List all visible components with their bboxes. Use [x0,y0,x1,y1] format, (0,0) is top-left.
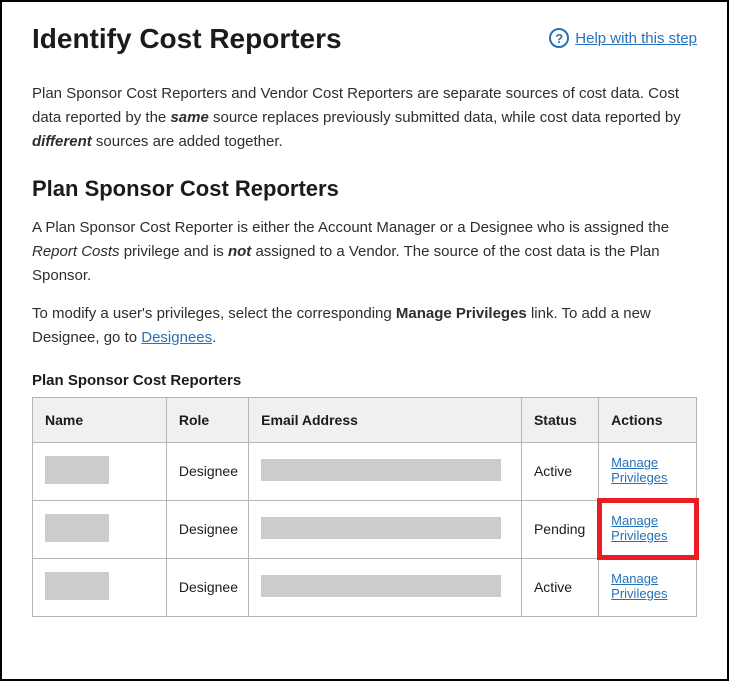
cell-role: Designee [166,558,248,616]
intro-paragraph: Plan Sponsor Cost Reporters and Vendor C… [32,82,697,154]
table-row: Designee Pending Manage Privileges [33,500,697,558]
table-row: Designee Active Manage Privileges [33,442,697,500]
col-name: Name [33,397,167,442]
table-body: Designee Active Manage Privileges Design… [33,442,697,616]
p2-not: not [228,243,251,260]
section-paragraph-1: A Plan Sponsor Cost Reporter is either t… [32,216,697,288]
cell-status: Active [521,442,598,500]
redacted-name [45,456,109,484]
cell-status: Active [521,558,598,616]
manage-privileges-link[interactable]: Manage Privileges [611,456,684,486]
cell-status: Pending [521,500,598,558]
cost-reporters-table: Name Role Email Address Status Actions D… [32,397,697,617]
redacted-name [45,514,109,542]
col-actions: Actions [599,397,697,442]
help-link-text[interactable]: Help with this step [575,30,697,47]
intro-same: same [170,109,208,126]
cell-role: Designee [166,442,248,500]
table-row: Designee Active Manage Privileges [33,558,697,616]
p3-manage-privileges: Manage Privileges [396,305,527,322]
p2-privilege: Report Costs [32,243,120,260]
help-icon: ? [549,28,569,48]
cell-actions: Manage Privileges [599,442,697,500]
table-header-row: Name Role Email Address Status Actions [33,397,697,442]
col-role: Role [166,397,248,442]
col-email: Email Address [249,397,522,442]
help-with-step-link[interactable]: ? Help with this step [549,28,697,48]
redacted-name [45,572,109,600]
cell-email [249,442,522,500]
page-container: Identify Cost Reporters ? Help with this… [0,0,729,681]
section-heading: Plan Sponsor Cost Reporters [32,176,697,202]
header-row: Identify Cost Reporters ? Help with this… [32,22,697,56]
redacted-email [261,517,501,539]
col-status: Status [521,397,598,442]
designees-link[interactable]: Designees [141,329,212,346]
cell-name [33,442,167,500]
table-title: Plan Sponsor Cost Reporters [32,372,697,389]
cell-role: Designee [166,500,248,558]
p2-a: A Plan Sponsor Cost Reporter is either t… [32,219,669,236]
cell-email [249,500,522,558]
p2-b: privilege and is [120,243,228,260]
cell-name [33,500,167,558]
redacted-email [261,459,501,481]
cell-email [249,558,522,616]
intro-different: different [32,133,92,150]
cell-actions: Manage Privileges [599,558,697,616]
p3-a: To modify a user's privileges, select th… [32,305,396,322]
cell-name [33,558,167,616]
intro-text-c: sources are added together. [92,133,283,150]
redacted-email [261,575,501,597]
manage-privileges-link[interactable]: Manage Privileges [611,514,684,544]
cell-actions-highlighted: Manage Privileges [599,500,697,558]
page-title: Identify Cost Reporters [32,22,342,56]
p3-c: . [212,329,216,346]
section-paragraph-2: To modify a user's privileges, select th… [32,302,697,350]
intro-text-b: source replaces previously submitted dat… [209,109,681,126]
manage-privileges-link[interactable]: Manage Privileges [611,572,684,602]
